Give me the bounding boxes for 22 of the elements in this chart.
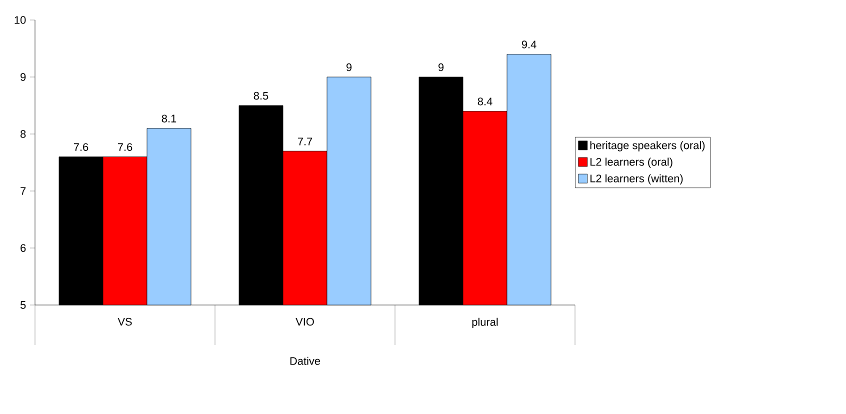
y-tick-label: 8 — [20, 130, 26, 138]
y-tick-label: 6 — [20, 244, 26, 252]
data-label: 9 — [438, 63, 444, 72]
y-tick-label: 7 — [20, 187, 26, 195]
y-tick-label: 10 — [14, 16, 26, 24]
data-label: 8.1 — [162, 114, 176, 122]
data-label: 7.6 — [74, 143, 88, 151]
data-label: 8.4 — [478, 98, 492, 106]
x-tick-label: plural — [472, 318, 498, 328]
data-label: 9 — [346, 63, 352, 72]
legend-label: heritage speakers (oral) — [590, 141, 705, 152]
legend-label: L2 learners (witten) — [590, 174, 683, 184]
y-tick-label: 5 — [20, 301, 26, 309]
x-tick-label: VS — [118, 318, 132, 326]
data-label: 7.6 — [118, 143, 132, 151]
data-label: 9.4 — [522, 40, 536, 48]
data-label: 8.5 — [254, 92, 268, 100]
x-tick-label: VIO — [296, 318, 314, 326]
data-label: 7.7 — [298, 138, 312, 146]
legend-label: L2 learners (oral) — [590, 158, 672, 168]
y-tick-label: 9 — [20, 73, 26, 81]
x-axis-title: Dative — [290, 356, 320, 365]
